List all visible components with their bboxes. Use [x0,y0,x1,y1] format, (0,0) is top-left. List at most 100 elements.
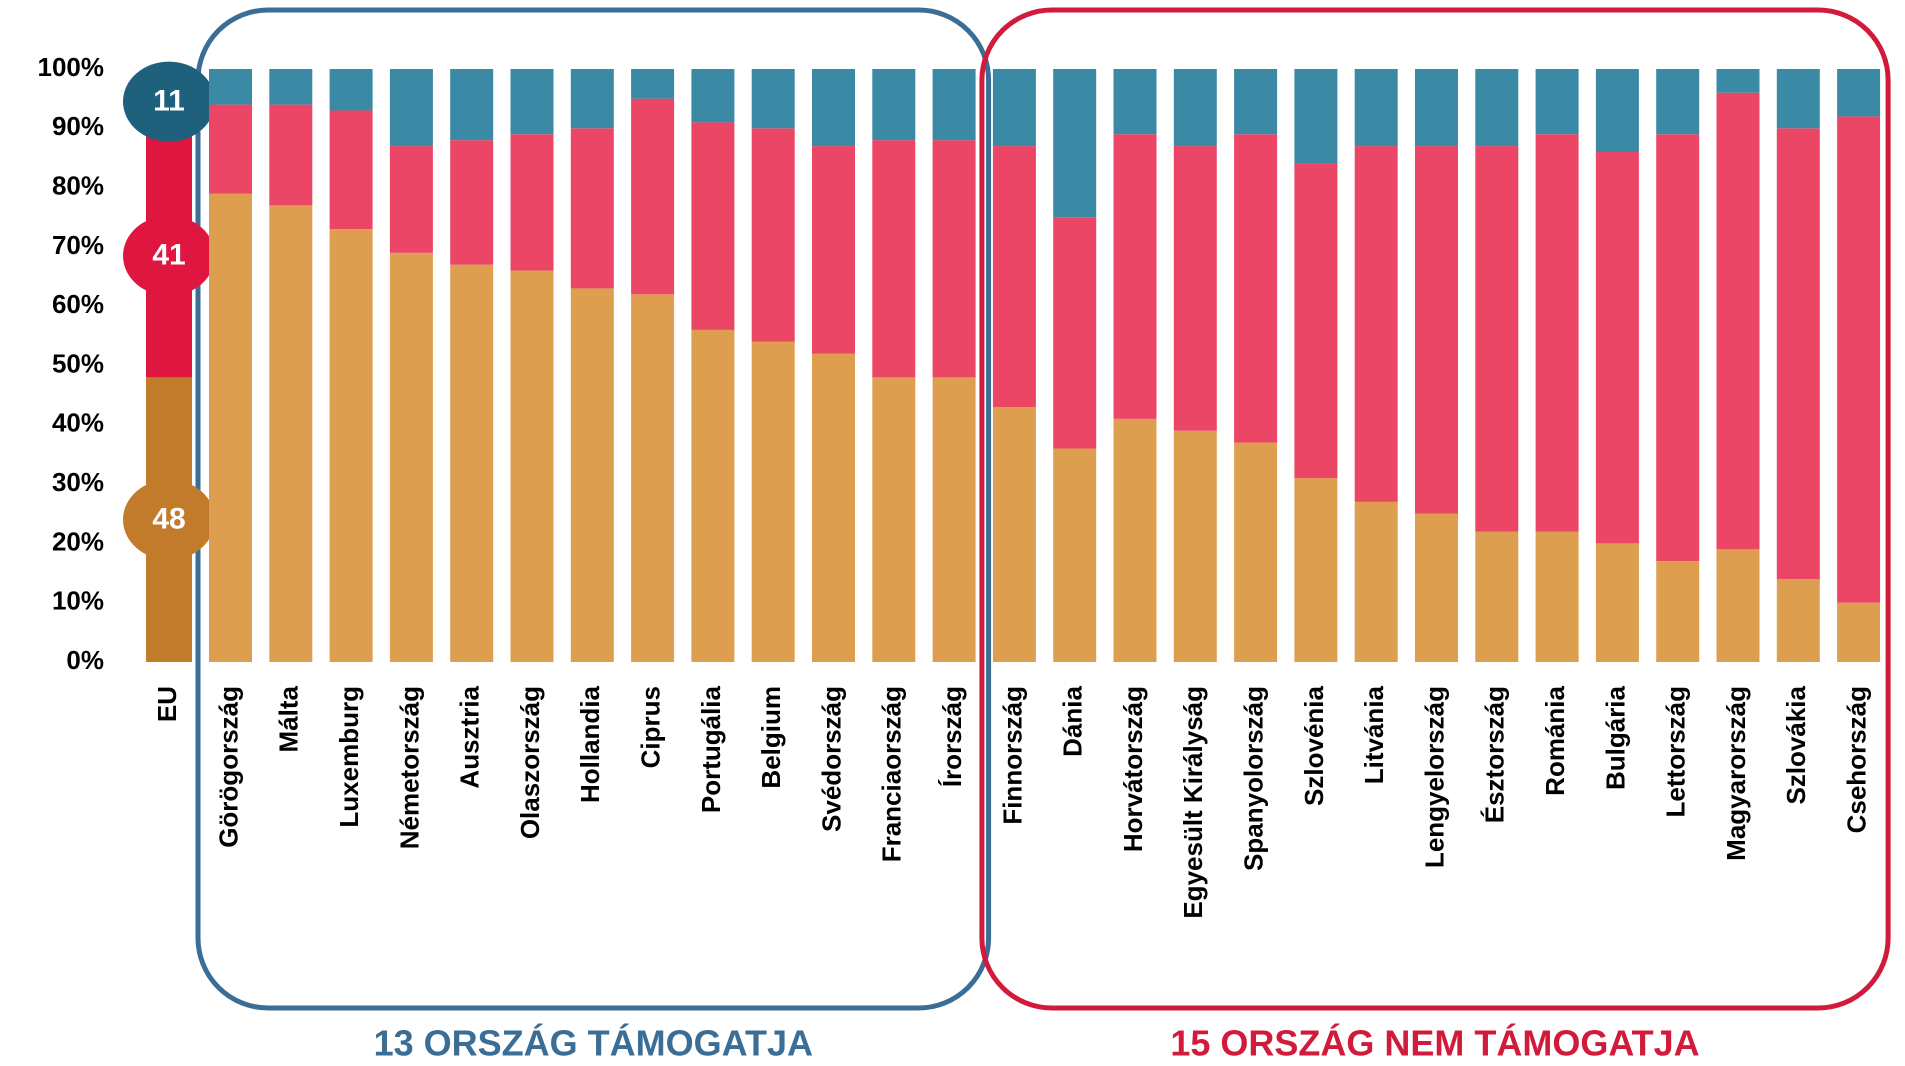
bar-segment [389,146,433,253]
bar-segment [992,407,1036,662]
bar-segment [1595,69,1639,153]
value-badge [123,215,215,296]
bar-segment [872,69,916,141]
bar-segment [389,252,433,662]
x-tick-label: Lengyelország [1419,686,1449,868]
x-tick-label: Franciaország [877,686,907,862]
bar-segment [691,69,735,123]
x-tick-label: Málta [274,685,304,752]
x-tick-label: Szlovénia [1299,685,1329,805]
bar-segment [1475,146,1519,532]
bar-segment [1234,134,1278,443]
y-tick-label: 70% [52,230,104,260]
x-tick-label: Egyesült Királyság [1178,686,1208,919]
bar-segment [1535,69,1579,135]
bar-segment [932,377,976,662]
y-tick-label: 0% [66,645,104,675]
bar-segment [269,69,313,105]
bar-segment [1294,163,1338,479]
value-badge [123,61,215,142]
bar-segment [751,69,795,129]
bar-segment [1173,430,1217,662]
bar-segment [691,122,735,330]
x-tick-label: Finnország [997,686,1027,825]
bar-segment [510,69,554,135]
y-tick-label: 10% [52,586,104,616]
bar-segment [329,110,373,230]
bar-segment [1173,69,1217,147]
bar-segment [1716,69,1760,93]
y-tick-label: 90% [52,111,104,141]
bar-segment [1716,549,1760,662]
x-tick-label: Svédország [816,686,846,832]
bar-segment [1354,69,1398,147]
bar-segment [1716,92,1760,550]
group-label: 15 ORSZÁG NEM TÁMOGATJA [1170,1023,1699,1064]
bar-segment [1475,69,1519,147]
bar-segment [1837,602,1881,662]
bar-segment [1234,69,1278,135]
group-box [979,7,1891,1011]
bar-segment [1113,69,1157,135]
value-label: 11 [153,85,185,118]
x-tick-label: Magyarország [1721,686,1751,861]
bar-segment [1053,69,1097,218]
y-tick-label: 80% [52,170,104,200]
x-tick-label: Belgium [756,686,786,789]
x-tick-label: Ausztria [455,685,485,788]
bar-segment [1173,146,1217,431]
value-label: 41 [152,239,185,272]
bar-segment [631,69,675,99]
bar-segment [1595,543,1639,662]
bar-segment [751,128,795,342]
bar-segment [389,69,433,147]
bar-segment [1113,418,1157,662]
x-tick-label: Horvátország [1118,686,1148,852]
bar-segment [450,264,494,662]
bar-segment [570,128,614,289]
bar-segment [1535,134,1579,532]
bar-segment [1776,578,1820,662]
x-tick-label: Hollandia [575,685,605,803]
x-tick-label: Dánia [1058,685,1088,756]
y-tick-label: 100% [38,52,105,82]
bar-segment [1656,69,1700,135]
bar-segment [1294,478,1338,662]
bar-segment [510,270,554,662]
bar-segment [1776,69,1820,129]
y-tick-label: 50% [52,348,104,378]
value-label: 48 [152,503,185,536]
bar-segment [932,140,976,378]
y-tick-label: 40% [52,408,104,438]
bar-segment [1656,561,1700,662]
bar-segment [329,229,373,663]
bar-segment [1234,442,1278,662]
x-tick-label: Bulgária [1600,685,1630,790]
bar-segment [209,193,252,662]
bar-segment [570,69,614,129]
bar-segment [1535,531,1579,662]
x-tick-label: EU [152,686,182,722]
bar-segment [812,353,855,662]
bar-segment [1776,128,1820,579]
bar-segment [1415,513,1458,662]
bar-segment [1595,152,1639,544]
bar-segment [1053,448,1097,662]
x-tick-label: Szlovákia [1781,685,1811,804]
x-tick-label: Németország [394,686,424,849]
x-tick-label: Görögország [213,686,243,848]
bar-segment [1354,146,1398,502]
bar-segment [1837,69,1881,117]
bar-segment [1415,69,1458,147]
bar-segment [1294,69,1338,164]
x-tick-label: Észtország [1480,686,1510,823]
bar-segment [932,69,976,141]
bar-segment [1837,116,1881,603]
bar-segment [1475,531,1519,662]
bar-segment [450,69,494,141]
bar-segment [269,104,313,206]
bar-segment [510,134,554,271]
bar-segment [812,146,855,354]
y-tick-label: 20% [52,526,104,556]
